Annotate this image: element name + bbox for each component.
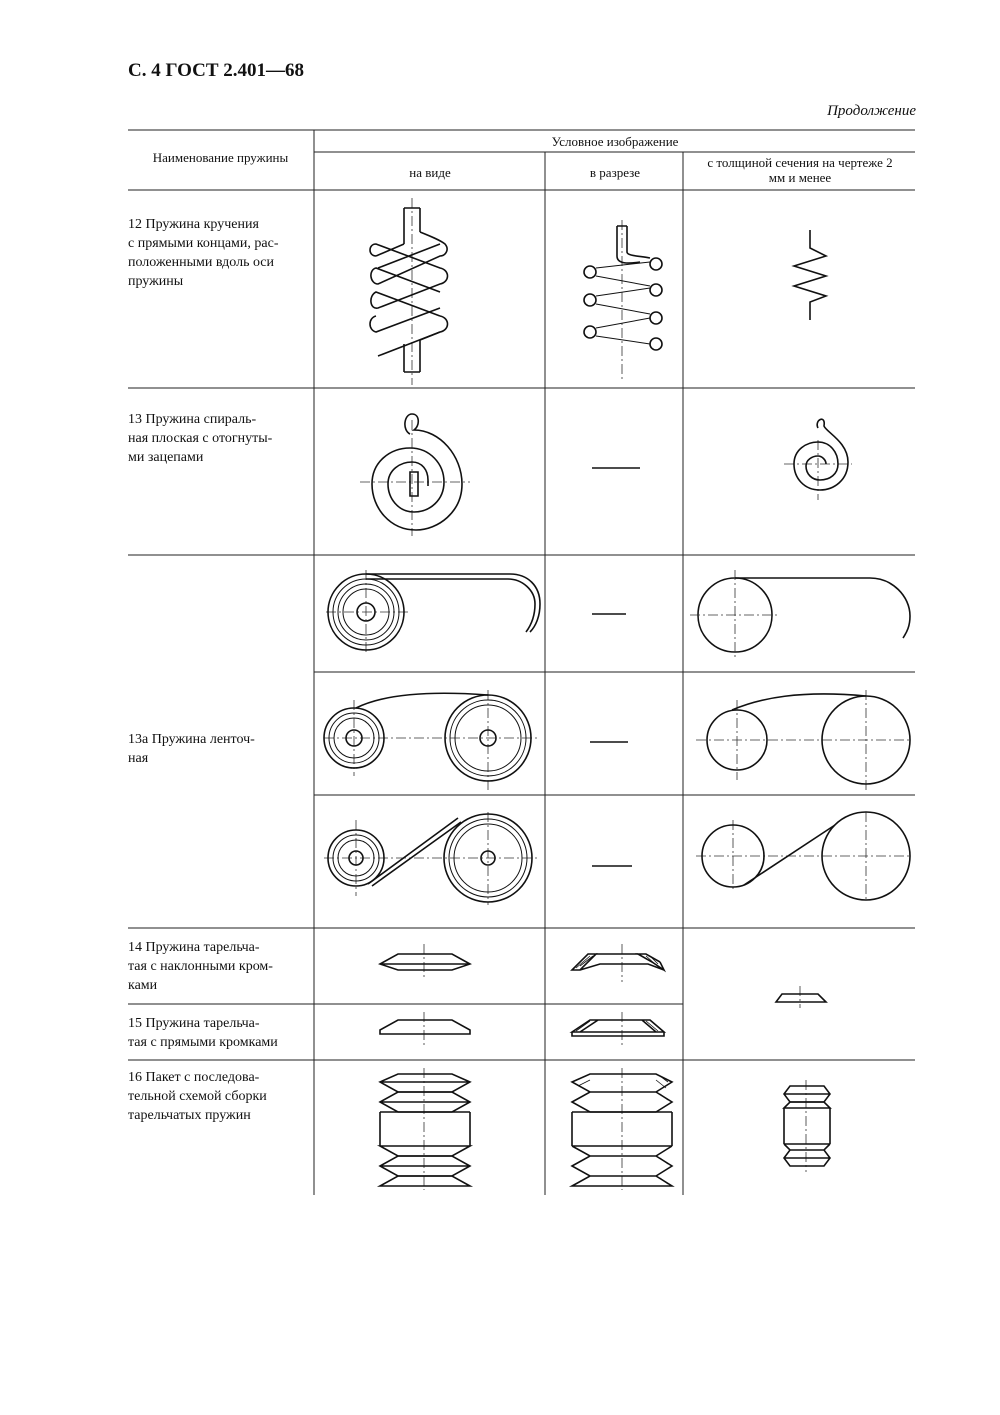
row-name-disc-straight: 15 Пружина тарельча- тая с прямыми кромк… xyxy=(128,1014,308,1052)
col-thin-header: с толщиной сечения на чертеже 2 мм и мен… xyxy=(707,155,893,185)
continuation-label: Продолжение xyxy=(827,103,916,119)
name-line: тая с прямыми кромками xyxy=(128,1035,278,1050)
name-line: тая с наклонными кром- xyxy=(128,959,273,974)
name-line: тельной схемой сборки xyxy=(128,1089,267,1104)
disc-spring-icon xyxy=(379,1012,471,1045)
name-line: с прямыми концами, рас- xyxy=(128,236,279,251)
band-spring-icon xyxy=(323,690,540,790)
band-spring-thin-icon xyxy=(696,690,912,790)
col-name-header: Наименование пружины xyxy=(152,150,289,165)
name-line: 14 Пружина тарельча- xyxy=(128,940,260,955)
torsion-spring-section-icon xyxy=(583,220,663,380)
name-line: 15 Пружина тарельча- xyxy=(128,1016,260,1031)
row-name-torsion: 12 Пружина кручения с прямыми концами, р… xyxy=(128,215,308,291)
row-name-spiral: 13 Пружина спираль- ная плоская с отогну… xyxy=(128,410,308,467)
spiral-spring-thin-icon xyxy=(784,418,852,500)
name-line: ная плоская с отогнуты- xyxy=(128,431,273,446)
disc-pack-icon xyxy=(376,1068,474,1190)
name-line: пружины xyxy=(128,274,184,289)
torsion-spring-icon xyxy=(369,198,449,385)
band-spring-thin-icon xyxy=(696,811,912,901)
disc-spring-section-icon xyxy=(570,944,667,982)
col-section-header: в разрезе xyxy=(589,165,641,180)
name-line: ная xyxy=(128,751,149,766)
name-line: 16 Пакет с последова- xyxy=(128,1070,260,1085)
band-spring-icon xyxy=(324,812,540,905)
disc-spring-section-icon xyxy=(569,1012,667,1045)
name-line: ми зацепами xyxy=(128,450,204,465)
page-header: С. 4 ГОСТ 2.401—68 xyxy=(128,60,304,81)
name-line: 12 Пружина кручения xyxy=(128,217,259,232)
torsion-spring-thin-icon xyxy=(791,230,829,320)
name-line: 13а Пружина ленточ- xyxy=(128,732,255,747)
disc-spring-icon xyxy=(378,944,472,980)
name-line: 13 Пружина спираль- xyxy=(128,412,257,427)
table-rules xyxy=(128,129,915,1195)
col-view-header: на виде xyxy=(409,165,451,180)
disc-pack-thin-icon xyxy=(782,1080,832,1172)
row-name-band: 13а Пружина ленточ- ная xyxy=(128,730,308,768)
spiral-spring-icon xyxy=(360,413,470,536)
row-name-disc-pack: 16 Пакет с последова- тельной схемой сбо… xyxy=(128,1068,308,1125)
name-line: положенными вдоль оси xyxy=(128,255,275,270)
name-line: тарельчатых пружин xyxy=(128,1108,251,1123)
row-name-disc-inclined: 14 Пружина тарельча- тая с наклонными кр… xyxy=(128,938,308,995)
disc-pack-section-icon xyxy=(568,1068,675,1190)
band-spring-icon xyxy=(326,570,541,655)
disc-spring-thin-icon xyxy=(774,986,828,1008)
band-spring-thin-icon xyxy=(690,570,911,660)
name-line: ками xyxy=(128,978,158,993)
col-group-header: Условное изображение xyxy=(551,134,679,149)
